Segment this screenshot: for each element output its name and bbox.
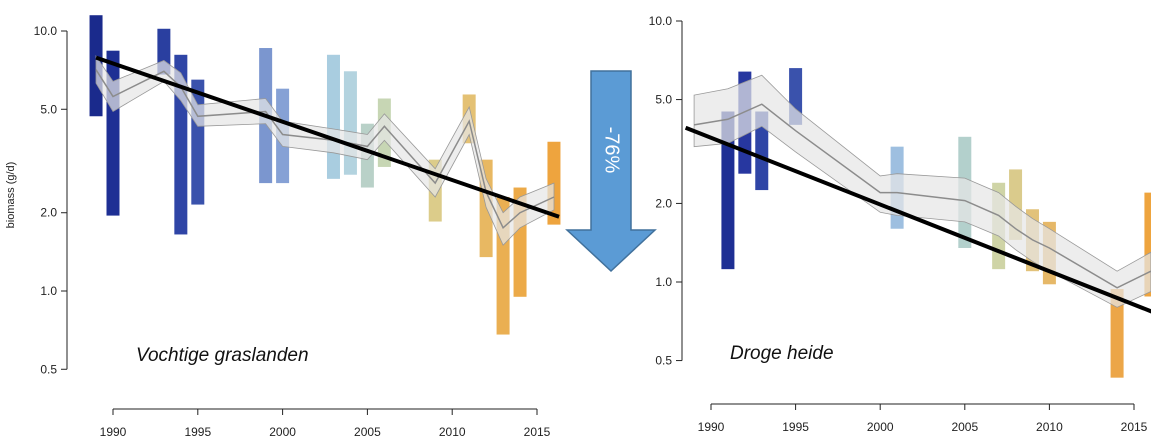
y-tick-label: 0.5 bbox=[655, 354, 672, 368]
range-bar-2004 bbox=[343, 71, 357, 175]
x-tick-label: 1995 bbox=[782, 420, 809, 434]
x-tick-label: 1995 bbox=[184, 425, 211, 439]
range-bar-2016 bbox=[1144, 192, 1151, 297]
range-bar-2003 bbox=[326, 54, 340, 179]
x-tick-label: 2000 bbox=[269, 425, 296, 439]
x-tick-label: 1990 bbox=[100, 425, 127, 439]
y-tick-label: 10.0 bbox=[34, 24, 58, 38]
decrease-percentage-label: -76% bbox=[601, 127, 623, 174]
y-tick-label: 5.0 bbox=[655, 93, 672, 107]
chart-panel-vochtige-graslanden: 10.0 5.0 2.0 1.0 0.5 1990 1995 2000 2005 2010 2015… bbox=[5, 15, 561, 439]
panel-title-droge-heide: Droge heide bbox=[730, 343, 834, 364]
y-tick-label: 2.0 bbox=[40, 206, 57, 220]
x-tick-label: 2000 bbox=[867, 420, 894, 434]
range-bar-1991 bbox=[721, 111, 735, 270]
y-tick-label: 5.0 bbox=[40, 102, 57, 116]
y-tick-label: 2.0 bbox=[655, 196, 672, 210]
x-tick-label: 2015 bbox=[1121, 420, 1148, 434]
y-tick-label: 10.0 bbox=[649, 14, 673, 28]
x-tick-label: 2005 bbox=[951, 420, 978, 434]
model-mean-line bbox=[693, 103, 1151, 289]
x-tick-label: 2010 bbox=[439, 425, 466, 439]
x-tick-label: 1990 bbox=[698, 420, 725, 434]
x-tick-label: 2005 bbox=[354, 425, 381, 439]
range-bar-1993 bbox=[755, 111, 769, 191]
trend-line bbox=[684, 125, 1151, 314]
panel-title-vochtige-graslanden: Vochtige graslanden bbox=[136, 345, 309, 366]
y-tick-label: 0.5 bbox=[40, 362, 57, 376]
y-tick-label: 1.0 bbox=[40, 284, 57, 298]
trend-line bbox=[95, 55, 560, 219]
chart-panel-droge-heide: 10.0 5.0 2.0 1.0 0.5 1990 1995 2000 2005 2010 2015… bbox=[649, 14, 1151, 434]
x-tick-label: 2010 bbox=[1036, 420, 1063, 434]
decrease-arrow: -76% bbox=[565, 70, 657, 273]
down-arrow-icon bbox=[565, 70, 657, 273]
range-bar-2014 bbox=[1110, 289, 1124, 378]
x-tick-label: 2015 bbox=[524, 425, 551, 439]
y-axis-title: biomass (g/d) bbox=[5, 162, 17, 229]
confidence-band bbox=[693, 74, 1151, 308]
y-tick-label: 1.0 bbox=[655, 275, 672, 289]
confidence-band bbox=[95, 54, 555, 246]
